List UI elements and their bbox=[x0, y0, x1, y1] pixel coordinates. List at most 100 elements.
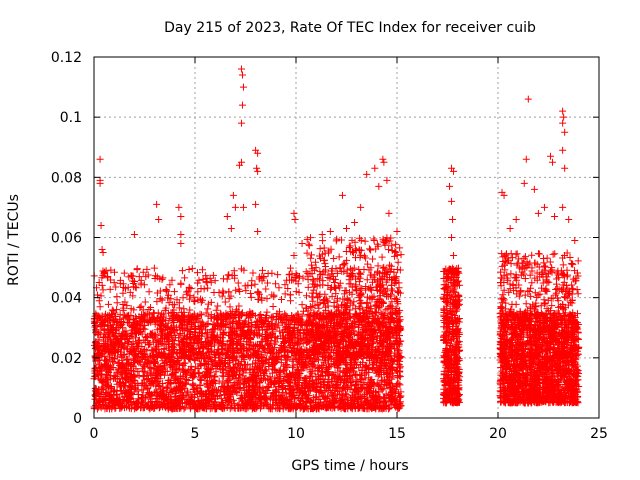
data-point bbox=[263, 308, 271, 316]
data-point bbox=[102, 357, 110, 365]
data-point bbox=[170, 288, 178, 296]
data-point bbox=[254, 289, 262, 297]
data-point bbox=[212, 306, 220, 314]
data-point bbox=[378, 377, 386, 385]
data-point bbox=[181, 274, 189, 282]
data-point bbox=[214, 302, 222, 310]
data-point bbox=[234, 279, 242, 287]
data-point bbox=[366, 245, 374, 253]
data-point bbox=[264, 269, 272, 277]
data-point bbox=[321, 393, 329, 401]
data-point bbox=[388, 242, 396, 250]
data-point bbox=[223, 275, 231, 283]
data-point bbox=[204, 305, 212, 313]
data-point bbox=[247, 282, 255, 290]
data-point bbox=[179, 294, 187, 302]
data-point bbox=[253, 378, 261, 386]
data-point bbox=[254, 295, 262, 303]
data-point bbox=[370, 236, 378, 244]
data-point bbox=[113, 299, 121, 307]
data-point bbox=[364, 260, 372, 268]
data-point bbox=[236, 361, 244, 369]
data-point bbox=[392, 240, 400, 248]
data-point bbox=[150, 264, 158, 272]
data-point bbox=[251, 280, 259, 288]
data-point bbox=[305, 359, 313, 367]
data-point bbox=[190, 297, 198, 305]
data-point bbox=[133, 265, 141, 273]
data-point bbox=[186, 292, 194, 300]
data-point bbox=[185, 266, 193, 274]
data-points bbox=[90, 65, 583, 413]
data-point bbox=[116, 311, 124, 319]
data-point bbox=[358, 385, 366, 393]
data-point bbox=[309, 293, 317, 301]
data-point bbox=[345, 280, 353, 288]
data-point bbox=[298, 301, 306, 309]
data-point bbox=[102, 395, 110, 403]
data-point bbox=[272, 280, 280, 288]
data-point bbox=[287, 264, 295, 272]
data-point bbox=[341, 259, 349, 267]
data-point bbox=[307, 372, 315, 380]
data-point bbox=[269, 302, 277, 310]
data-point bbox=[120, 284, 128, 292]
data-point bbox=[369, 255, 377, 263]
data-point bbox=[320, 244, 328, 252]
data-point bbox=[118, 321, 126, 329]
data-point bbox=[396, 244, 404, 252]
data-point bbox=[178, 267, 186, 275]
data-point bbox=[277, 296, 285, 304]
data-point bbox=[215, 338, 223, 346]
data-point bbox=[120, 269, 128, 277]
data-point bbox=[99, 286, 107, 294]
data-point bbox=[215, 289, 223, 297]
data-point bbox=[346, 265, 354, 273]
data-point bbox=[96, 303, 104, 311]
data-point bbox=[356, 360, 364, 368]
data-point bbox=[307, 254, 315, 262]
data-point bbox=[354, 388, 362, 396]
data-point bbox=[263, 295, 271, 303]
data-point bbox=[249, 269, 257, 277]
data-point bbox=[373, 240, 381, 248]
data-point bbox=[196, 360, 204, 368]
data-point bbox=[197, 377, 205, 385]
data-point bbox=[104, 300, 112, 308]
data-point bbox=[172, 365, 180, 373]
data-point bbox=[335, 253, 343, 261]
data-point bbox=[396, 363, 404, 371]
data-point bbox=[221, 298, 229, 306]
data-point bbox=[155, 382, 163, 390]
data-point bbox=[95, 297, 103, 305]
data-point bbox=[140, 281, 148, 289]
data-point bbox=[234, 379, 242, 387]
data-point bbox=[219, 287, 227, 295]
data-point bbox=[361, 237, 369, 245]
data-point bbox=[215, 377, 223, 385]
data-point bbox=[97, 292, 105, 300]
data-point bbox=[215, 386, 223, 394]
data-point bbox=[97, 404, 105, 412]
data-point bbox=[218, 292, 226, 300]
chart-title: Day 215 of 2023, Rate Of TEC Index for r… bbox=[164, 20, 536, 36]
data-point bbox=[195, 368, 203, 376]
data-point bbox=[217, 395, 225, 403]
data-point bbox=[247, 293, 255, 301]
data-point bbox=[163, 287, 171, 295]
data-point bbox=[204, 284, 212, 292]
data-point bbox=[258, 266, 266, 274]
data-point bbox=[394, 258, 402, 266]
data-point bbox=[187, 362, 195, 370]
data-point bbox=[305, 240, 313, 248]
data-point bbox=[350, 298, 358, 306]
data-point bbox=[275, 284, 283, 292]
data-point bbox=[356, 247, 364, 255]
data-point bbox=[145, 363, 153, 371]
data-point bbox=[274, 271, 282, 279]
data-point bbox=[131, 334, 139, 342]
data-point bbox=[139, 367, 147, 375]
data-point bbox=[141, 298, 149, 306]
data-point bbox=[316, 395, 324, 403]
